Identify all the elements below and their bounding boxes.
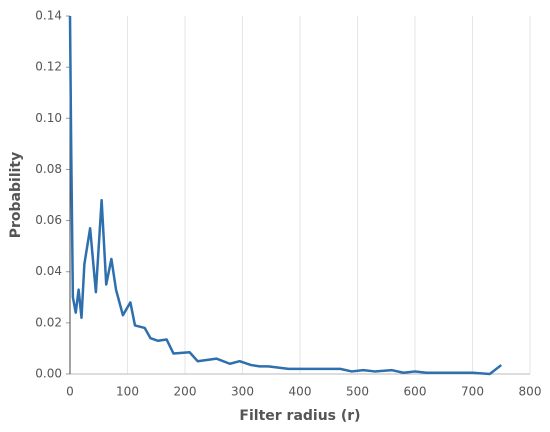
y-tick-label: 0.08 bbox=[35, 162, 62, 176]
y-tick-label: 0.06 bbox=[35, 213, 62, 227]
x-tick-label: 700 bbox=[461, 385, 484, 399]
y-tick-label: 0.12 bbox=[35, 60, 62, 74]
x-tick-label: 400 bbox=[289, 385, 312, 399]
y-tick-label: 0.04 bbox=[35, 264, 62, 278]
x-tick-label: 100 bbox=[116, 385, 139, 399]
y-tick-label: 0.02 bbox=[35, 315, 62, 329]
x-tick-label: 0 bbox=[66, 385, 74, 399]
y-tick-label: 0.00 bbox=[35, 367, 62, 381]
y-tick-label: 0.14 bbox=[35, 9, 62, 23]
line-series bbox=[68, 15, 503, 376]
x-tick-label: 800 bbox=[519, 385, 542, 399]
x-tick-label: 300 bbox=[231, 385, 254, 399]
x-tick-label: 200 bbox=[174, 385, 197, 399]
y-axis-title: Probability bbox=[8, 152, 24, 239]
x-axis-title: Filter radius (r) bbox=[239, 408, 360, 424]
x-tick-label: 500 bbox=[346, 385, 369, 399]
x-tick-label: 600 bbox=[404, 385, 427, 399]
y-tick-label: 0.10 bbox=[35, 111, 62, 125]
